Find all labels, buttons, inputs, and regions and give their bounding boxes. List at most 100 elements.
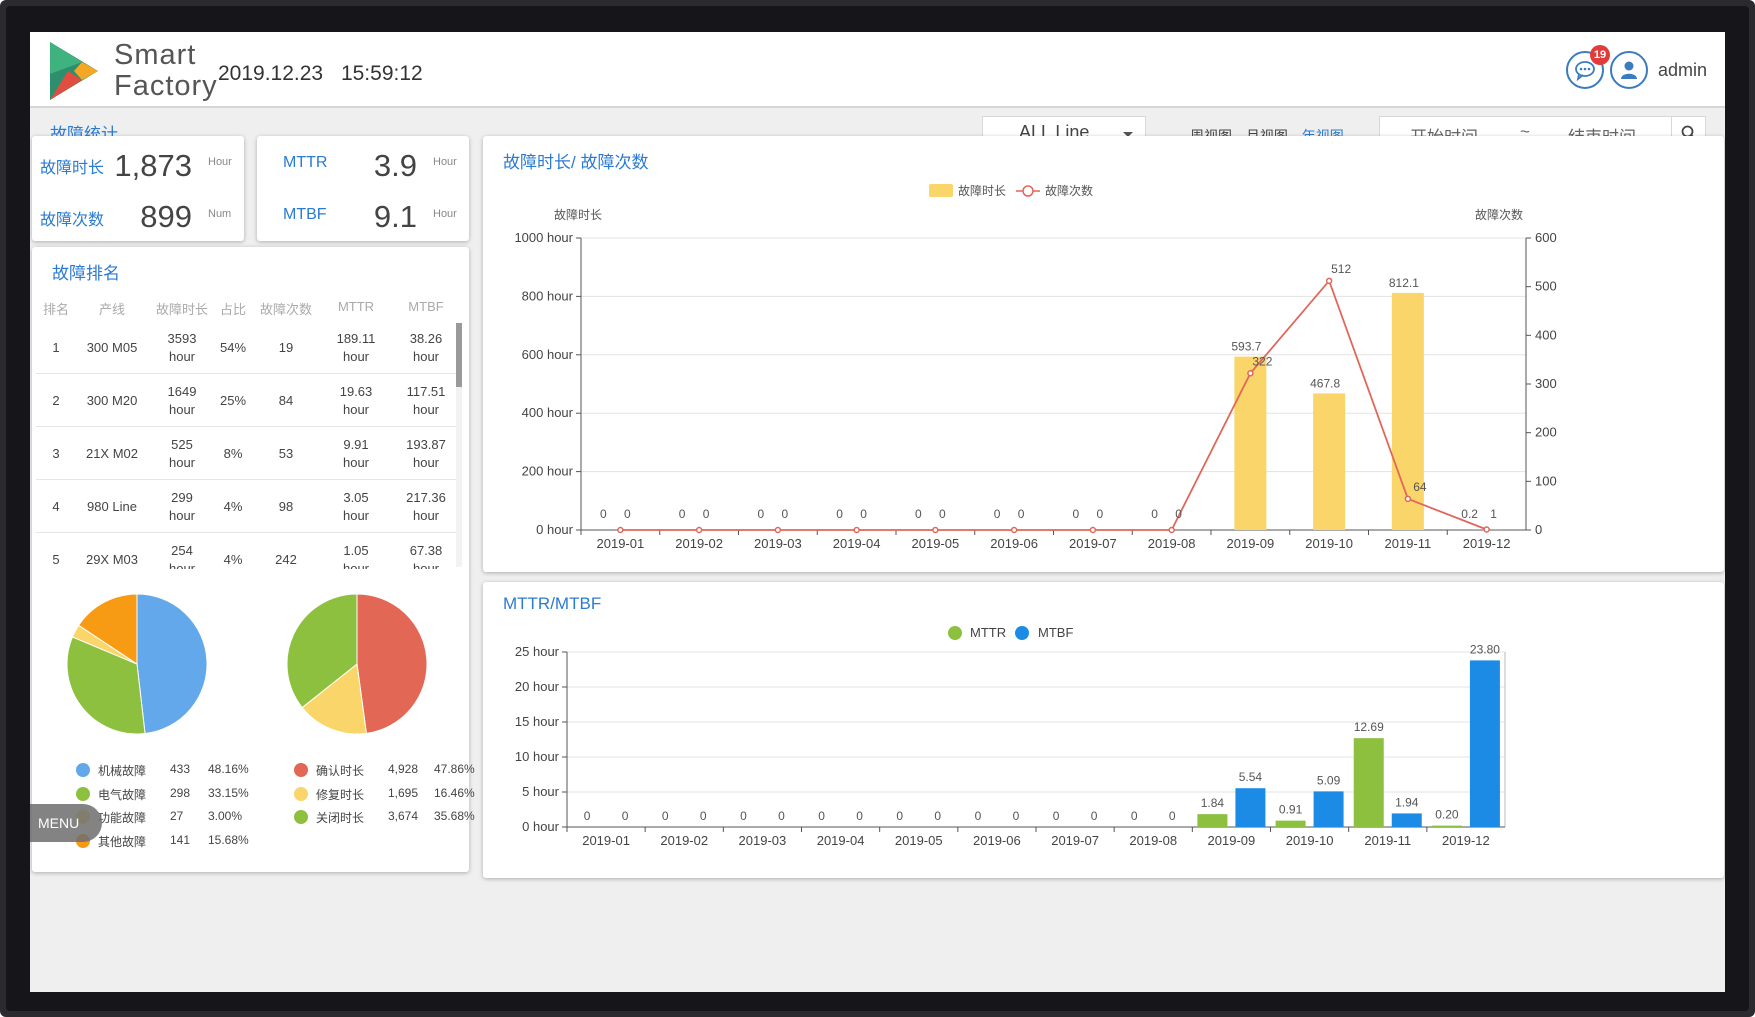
legend-name: 机械故障 bbox=[98, 764, 147, 778]
x-tick-label: 2019-12 bbox=[1463, 536, 1511, 551]
line-data-label: 0 bbox=[782, 507, 789, 521]
legend-swatch-bar bbox=[929, 184, 953, 197]
line-data-label: 0 bbox=[1018, 507, 1025, 521]
x-tick-label: 2019-02 bbox=[660, 833, 708, 848]
duration-cell: 254 hour bbox=[148, 542, 216, 569]
pie-slice bbox=[66, 636, 146, 735]
user-icon bbox=[1620, 61, 1637, 79]
legend-label-mtbf: MTBF bbox=[1038, 625, 1073, 640]
ranking-scrollbar[interactable] bbox=[456, 323, 462, 567]
table-row: 3 21X M02 525 hour 8% 53 9.91 hour 193.87 hour bbox=[36, 427, 456, 480]
legend-label-mttr: MTTR bbox=[970, 625, 1006, 640]
mtbf-value: 193.87 bbox=[406, 437, 446, 452]
menu-button[interactable]: MENU bbox=[30, 804, 102, 842]
duration-cell: 525 hour bbox=[148, 436, 216, 472]
mttr-value: 3.05 bbox=[343, 490, 369, 505]
mtbf-data-label: 0 bbox=[856, 809, 863, 823]
pie-slice bbox=[301, 663, 367, 735]
line-data-label: 322 bbox=[1252, 354, 1272, 368]
line-data-label: 64 bbox=[1413, 480, 1427, 494]
x-tick-label: 2019-05 bbox=[895, 833, 943, 848]
legend-swatch bbox=[76, 786, 90, 801]
mttr-value: 1.05 bbox=[343, 543, 369, 558]
user-avatar-button[interactable] bbox=[1609, 51, 1648, 89]
fault-ranking-title: 故障排名 bbox=[52, 264, 120, 283]
mttr-cell: 189.11 hour bbox=[326, 330, 386, 366]
mttr-unit: hour bbox=[342, 402, 370, 417]
rank-cell: 5 bbox=[52, 552, 60, 567]
col-share: 占比 bbox=[219, 302, 246, 317]
mtbf-unit: hour bbox=[412, 349, 440, 364]
legend-percent: 3.00% bbox=[208, 809, 243, 823]
legend-swatch bbox=[76, 763, 90, 777]
bar-data-label: 0 bbox=[600, 507, 607, 521]
legend-percent: 15.68% bbox=[208, 832, 249, 847]
mtbf-bar bbox=[1235, 788, 1266, 827]
brand-name: Smart Factory bbox=[114, 40, 218, 102]
bar-data-label: 0 bbox=[758, 507, 765, 521]
legend-label-line: 故障次数 bbox=[1045, 183, 1093, 198]
caret-down-icon bbox=[1123, 132, 1133, 137]
line-cell: 980 Line bbox=[87, 499, 137, 514]
mttr-bar bbox=[1431, 825, 1462, 827]
line-point bbox=[1247, 370, 1254, 377]
bar-data-label: 0.2 bbox=[1461, 507, 1478, 521]
table-row: 5 29X M03 254 hour 4% 242 1.05 hour 67.38 hour bbox=[36, 533, 456, 569]
legend-name: 功能故障 bbox=[98, 811, 147, 825]
bar bbox=[1391, 292, 1424, 530]
share-cell: 4% bbox=[223, 499, 243, 514]
downtime-chart-title: 故障时长/ 故障次数 bbox=[503, 153, 649, 172]
bar-data-label: 0 bbox=[915, 507, 922, 521]
mttr-label: MTTR bbox=[283, 154, 328, 171]
header-actions: 19 admin bbox=[1565, 45, 1707, 90]
share-cell: 4% bbox=[223, 552, 243, 567]
messages-button[interactable]: 19 bbox=[1565, 45, 1610, 89]
mttr-data-label: 12.69 bbox=[1354, 720, 1384, 734]
series-line bbox=[620, 279, 1487, 531]
y-axis-title-right: 故障次数 bbox=[1475, 207, 1523, 222]
y-tick-label: 20 hour bbox=[515, 679, 560, 694]
mtbf-value: 67.38 bbox=[409, 543, 443, 558]
y-axis-title-left: 故障时长 bbox=[554, 207, 602, 222]
legend-swatch bbox=[294, 810, 308, 824]
mtbf-data-label: 5.54 bbox=[1239, 770, 1263, 784]
legend-swatch-mttr bbox=[948, 626, 962, 640]
mttr-data-label: 0 bbox=[818, 809, 825, 823]
y-right-tick-label: 200 bbox=[1535, 425, 1557, 440]
line-data-label: 0 bbox=[703, 507, 710, 521]
x-tick-label: 2019-04 bbox=[833, 536, 881, 551]
legend-name: 其他故障 bbox=[98, 834, 147, 849]
mttr-data-label: 0.91 bbox=[1279, 803, 1303, 817]
mttr-unit: hour bbox=[342, 561, 370, 569]
x-tick-label: 2019-02 bbox=[675, 536, 723, 551]
x-tick-label: 2019-03 bbox=[739, 833, 787, 848]
bar-data-label: 0 bbox=[836, 507, 843, 521]
y-right-tick-label: 600 bbox=[1535, 230, 1557, 245]
ranking-table-body[interactable]: 1 300 M05 3593 hour 54% 19 189.11 hour 38.26 hour… bbox=[36, 321, 464, 569]
scrollbar-thumb[interactable] bbox=[456, 323, 462, 387]
downtime-chart-card: 故障时长/ 故障次数 故障时长 故障次数 故障时长 故障次数 0 hour 200 hou… bbox=[483, 136, 1724, 572]
y-right-tick-label: 300 bbox=[1535, 376, 1557, 391]
count-cell: 98 bbox=[278, 499, 294, 514]
username[interactable]: admin bbox=[1657, 59, 1707, 80]
line-data-label: 1 bbox=[1490, 507, 1497, 521]
mtbf-cell: 117.51 hour bbox=[396, 383, 456, 419]
legend-item: 关闭时长 3,674 35.68% bbox=[294, 808, 494, 826]
y-tick-label: 25 hour bbox=[515, 644, 560, 659]
count-cell: 242 bbox=[275, 552, 297, 567]
y-right-tick-label: 400 bbox=[1535, 327, 1557, 342]
y-tick-label: 0 hour bbox=[536, 522, 574, 537]
mttr-bar bbox=[1197, 814, 1228, 827]
duration-value: 525 bbox=[171, 437, 193, 452]
legend-value: 4,928 bbox=[388, 762, 419, 776]
y-right-tick-label: 500 bbox=[1535, 279, 1557, 294]
pie-slice bbox=[356, 593, 428, 734]
legend-percent: 33.15% bbox=[208, 785, 249, 800]
duration-cell: 1649 hour bbox=[148, 383, 216, 419]
brand-line1: Smart bbox=[114, 39, 197, 71]
downtime-value: 1,873 bbox=[114, 148, 192, 183]
mttr-cell: 1.05 hour bbox=[326, 542, 386, 569]
x-tick-label: 2019-06 bbox=[973, 833, 1021, 848]
mtbf-data-label: 0 bbox=[622, 809, 629, 823]
